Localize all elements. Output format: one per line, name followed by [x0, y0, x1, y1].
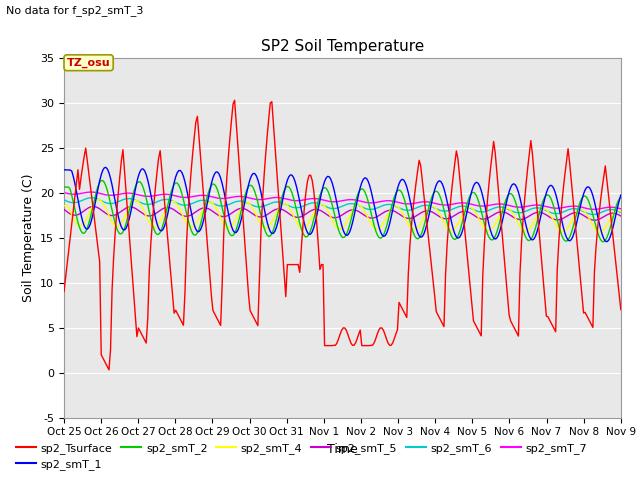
- sp2_smT_7: [130, 191, 138, 197]
- sp2_smT_4: [305, 219, 313, 225]
- sp2_smT_7: [617, 206, 625, 212]
- sp2_smT_6: [589, 212, 596, 217]
- sp2_Tsurface: [105, 367, 113, 373]
- Line: sp2_smT_4: sp2_smT_4: [64, 200, 621, 232]
- sp2_smT_7: [255, 197, 263, 203]
- Title: SP2 Soil Temperature: SP2 Soil Temperature: [260, 39, 424, 54]
- sp2_smT_1: [603, 239, 611, 245]
- sp2_smT_2: [228, 233, 236, 239]
- Legend: sp2_Tsurface, sp2_smT_1, sp2_smT_2, sp2_smT_4, sp2_smT_5, sp2_smT_6, sp2_smT_7: sp2_Tsurface, sp2_smT_1, sp2_smT_2, sp2_…: [12, 438, 591, 474]
- sp2_smT_2: [130, 189, 138, 194]
- X-axis label: Time: Time: [327, 443, 358, 456]
- sp2_smT_2: [588, 206, 595, 212]
- sp2_smT_2: [99, 178, 107, 183]
- Line: sp2_smT_5: sp2_smT_5: [64, 206, 621, 220]
- Line: sp2_smT_2: sp2_smT_2: [64, 180, 621, 242]
- sp2_smT_1: [588, 188, 595, 194]
- sp2_Tsurface: [307, 172, 314, 178]
- sp2_smT_4: [617, 209, 625, 215]
- sp2_smT_2: [246, 182, 254, 188]
- sp2_smT_5: [588, 217, 595, 223]
- sp2_Tsurface: [228, 117, 236, 123]
- sp2_smT_1: [60, 167, 68, 173]
- sp2_smT_4: [130, 198, 138, 204]
- sp2_smT_7: [588, 206, 595, 212]
- Text: No data for f_sp2_smT_3: No data for f_sp2_smT_3: [6, 5, 144, 16]
- Line: sp2_smT_7: sp2_smT_7: [64, 192, 621, 209]
- sp2_smT_4: [595, 229, 603, 235]
- Y-axis label: Soil Temperature (C): Soil Temperature (C): [22, 173, 35, 302]
- sp2_smT_7: [228, 194, 236, 200]
- sp2_smT_6: [305, 201, 313, 206]
- sp2_smT_6: [255, 204, 263, 210]
- sp2_smT_1: [255, 183, 263, 189]
- sp2_Tsurface: [231, 97, 239, 103]
- sp2_smT_7: [591, 206, 598, 212]
- sp2_smT_1: [228, 224, 236, 229]
- sp2_smT_6: [88, 195, 96, 201]
- sp2_Tsurface: [248, 311, 255, 316]
- sp2_smT_5: [617, 213, 625, 219]
- sp2_smT_5: [255, 214, 263, 220]
- Text: TZ_osu: TZ_osu: [67, 58, 111, 68]
- sp2_smT_5: [305, 209, 313, 215]
- sp2_smT_6: [228, 201, 236, 206]
- sp2_smT_1: [130, 194, 138, 200]
- sp2_smT_5: [90, 204, 97, 209]
- sp2_smT_5: [246, 209, 254, 215]
- sp2_smT_5: [130, 205, 138, 211]
- sp2_smT_1: [102, 165, 109, 170]
- sp2_smT_2: [617, 194, 625, 200]
- sp2_smT_6: [246, 202, 254, 207]
- sp2_smT_6: [130, 197, 138, 203]
- sp2_smT_7: [305, 196, 313, 202]
- sp2_smT_1: [617, 192, 625, 198]
- sp2_smT_7: [60, 190, 68, 195]
- sp2_Tsurface: [130, 292, 138, 298]
- sp2_smT_5: [228, 210, 236, 216]
- sp2_smT_4: [255, 219, 263, 225]
- sp2_smT_4: [588, 220, 595, 226]
- sp2_smT_2: [305, 231, 313, 237]
- sp2_smT_6: [588, 212, 595, 217]
- sp2_smT_4: [246, 202, 254, 207]
- sp2_smT_5: [60, 206, 68, 212]
- sp2_Tsurface: [257, 228, 265, 234]
- sp2_smT_4: [94, 197, 102, 203]
- sp2_smT_2: [60, 184, 68, 190]
- sp2_smT_7: [86, 189, 94, 195]
- sp2_smT_1: [246, 176, 254, 182]
- Line: sp2_Tsurface: sp2_Tsurface: [64, 100, 621, 370]
- sp2_smT_2: [600, 239, 607, 245]
- sp2_smT_5: [591, 217, 598, 223]
- sp2_smT_4: [228, 223, 236, 229]
- sp2_Tsurface: [60, 288, 68, 294]
- sp2_smT_2: [255, 206, 263, 212]
- sp2_smT_4: [60, 203, 68, 208]
- sp2_smT_6: [617, 209, 625, 215]
- Line: sp2_smT_6: sp2_smT_6: [64, 198, 621, 215]
- sp2_Tsurface: [589, 324, 596, 330]
- sp2_smT_1: [305, 231, 313, 237]
- Line: sp2_smT_1: sp2_smT_1: [64, 168, 621, 242]
- sp2_smT_7: [246, 195, 254, 201]
- sp2_Tsurface: [617, 307, 625, 312]
- sp2_smT_6: [60, 197, 68, 203]
